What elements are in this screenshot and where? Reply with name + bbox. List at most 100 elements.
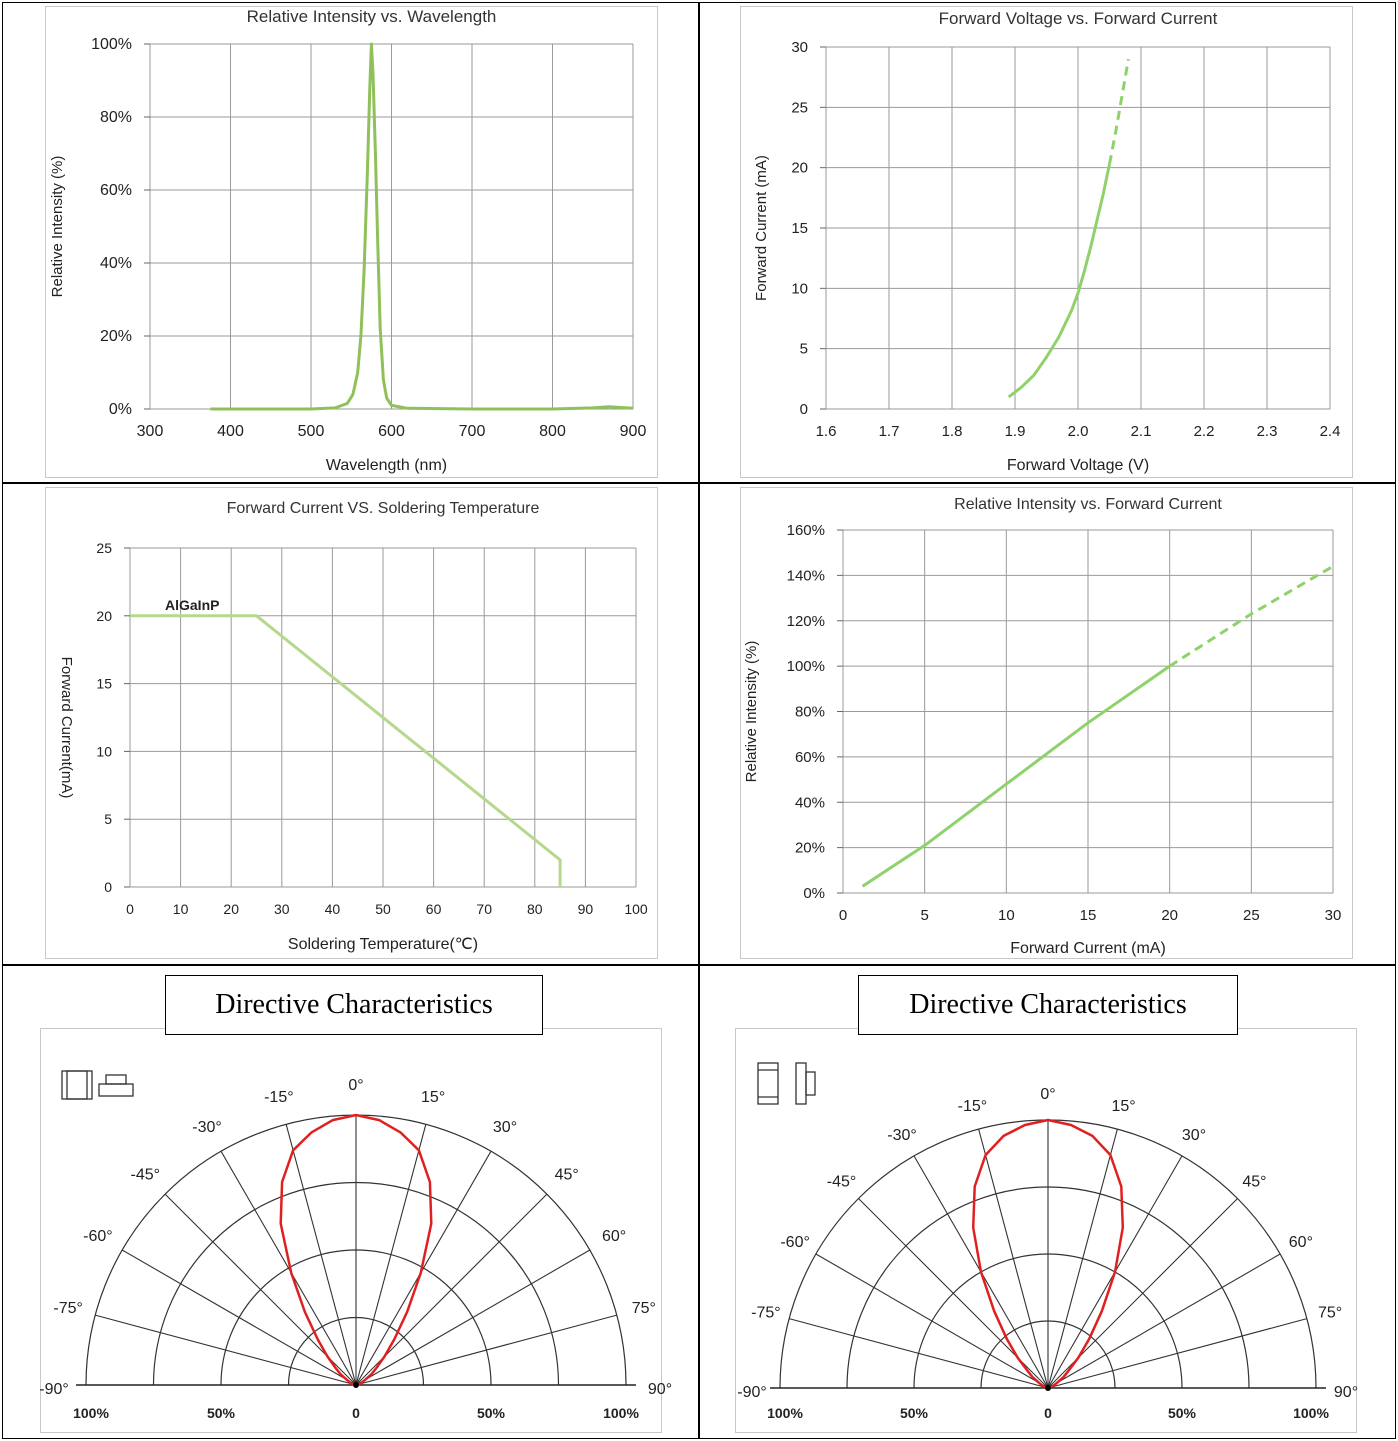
y-tick-label: 20% xyxy=(100,328,132,345)
polar-spoke xyxy=(788,1318,1049,1389)
package-outline xyxy=(795,1062,807,1105)
polar-angle-label: 15° xyxy=(1111,1098,1135,1115)
package-outline xyxy=(805,1071,816,1096)
y-tick-label: 100% xyxy=(787,658,825,675)
chart-title: Relative Intensity vs. Wavelength xyxy=(247,7,497,26)
y-tick-label: 5 xyxy=(104,811,112,827)
polar-spoke xyxy=(95,1314,357,1386)
polar-spoke xyxy=(1047,1128,1118,1389)
panel-forward-voltage-current xyxy=(740,6,1353,478)
polar-angle-label: 0° xyxy=(1040,1086,1055,1103)
polar-radial-label: 50% xyxy=(477,1405,506,1421)
y-tick-label: 15 xyxy=(96,676,112,692)
polar-radial-label: 100% xyxy=(73,1405,109,1421)
directive-title-right: Directive Characteristics xyxy=(858,975,1238,1035)
y-tick-label: 25 xyxy=(96,540,112,556)
polar-spoke xyxy=(815,1253,1049,1389)
x-tick-label: 2.1 xyxy=(1131,423,1152,440)
polar-angle-label: -15° xyxy=(958,1098,988,1115)
x-tick-label: 0 xyxy=(126,901,134,917)
series-line-dashed xyxy=(1168,565,1334,668)
x-tick-label: 600 xyxy=(378,423,405,440)
x-tick-label: 300 xyxy=(137,423,164,440)
polar-spoke xyxy=(355,1249,591,1386)
y-tick-label: 0 xyxy=(800,401,808,418)
polar-angle-label: -75° xyxy=(53,1300,83,1317)
panel-directive-right xyxy=(735,1028,1357,1433)
polar-angle-label: 60° xyxy=(1289,1234,1313,1251)
x-tick-label: 30 xyxy=(274,901,290,917)
polar-angle-label: 90° xyxy=(1334,1384,1358,1401)
series-line-dashed xyxy=(1108,58,1130,165)
polar-angle-label: -15° xyxy=(264,1089,294,1106)
y-tick-label: 0% xyxy=(109,401,132,418)
polar-angle-label: 30° xyxy=(1182,1127,1206,1144)
cell-intensity-current xyxy=(698,482,1396,966)
polar-radial-label: 100% xyxy=(1293,1405,1329,1421)
polar-angle-label: 45° xyxy=(555,1166,579,1183)
x-tick-label: 25 xyxy=(1243,907,1260,924)
x-tick-label: 60 xyxy=(426,901,442,917)
polar-spoke xyxy=(355,1150,492,1386)
y-tick-label: 60% xyxy=(100,182,132,199)
y-tick-label: 80% xyxy=(795,704,825,721)
package-outline xyxy=(757,1062,779,1105)
polar-radial-label: 50% xyxy=(900,1405,929,1421)
x-tick-label: 70 xyxy=(476,901,492,917)
y-axis-label: Relative Intensity (%) xyxy=(743,641,760,783)
polar-angle-label: -30° xyxy=(887,1127,917,1144)
x-tick-label: 100 xyxy=(624,901,648,917)
package-outline xyxy=(98,1083,134,1097)
y-axis-label: Relative Intensity (%) xyxy=(49,156,66,298)
x-tick-label: 5 xyxy=(920,907,928,924)
cell-current-temperature xyxy=(2,482,700,966)
x-axis-label: Forward Current (mA) xyxy=(1010,940,1166,957)
polar-angle-label: -45° xyxy=(131,1166,161,1183)
polar-radial-label: 50% xyxy=(207,1405,236,1421)
chart-title: Forward Current VS. Soldering Temperatur… xyxy=(227,500,540,517)
polar-radial-label: 0 xyxy=(1044,1405,1052,1421)
x-tick-label: 10 xyxy=(998,907,1015,924)
polar-angle-label: -90° xyxy=(737,1384,767,1401)
polar-spoke xyxy=(121,1249,357,1386)
polar-spoke xyxy=(355,1314,617,1386)
x-tick-label: 800 xyxy=(539,423,566,440)
polar-spoke xyxy=(1047,1253,1281,1389)
x-axis-label: Wavelength (nm) xyxy=(326,457,447,474)
panel-current-temperature xyxy=(45,487,658,959)
polar-origin-dot xyxy=(353,1382,359,1388)
chart-title: Relative Intensity vs. Forward Current xyxy=(954,496,1222,513)
y-tick-label: 160% xyxy=(787,522,825,539)
y-tick-label: 120% xyxy=(787,613,825,630)
cell-directive-left xyxy=(2,964,700,1439)
cell-directive-right xyxy=(698,964,1396,1439)
polar-spoke xyxy=(978,1128,1049,1389)
y-tick-label: 5 xyxy=(800,341,808,358)
polar-radial-label: 100% xyxy=(767,1405,803,1421)
polar-angle-label: 15° xyxy=(421,1089,445,1106)
x-tick-label: 1.9 xyxy=(1005,423,1026,440)
cell-intensity-wavelength xyxy=(2,2,700,484)
y-tick-label: 0% xyxy=(803,885,825,902)
radiation-pattern-line xyxy=(971,1118,1125,1390)
y-tick-label: 15 xyxy=(791,220,808,237)
series-line xyxy=(1007,163,1111,399)
polar-angle-label: -30° xyxy=(192,1119,222,1136)
polar-spoke xyxy=(285,1124,357,1386)
y-tick-label: 20 xyxy=(791,160,808,177)
polar-spoke xyxy=(1047,1318,1308,1389)
polar-angle-label: -90° xyxy=(39,1381,69,1398)
y-axis-label: Forward Current (mA) xyxy=(753,155,770,301)
radiation-pattern-line xyxy=(279,1113,433,1387)
polar-angle-label: 75° xyxy=(632,1300,656,1317)
x-tick-label: 400 xyxy=(217,423,244,440)
y-tick-label: 80% xyxy=(100,109,132,126)
polar-origin-dot xyxy=(1045,1385,1051,1391)
y-tick-label: 10 xyxy=(791,280,808,297)
polar-angle-label: -75° xyxy=(751,1304,781,1321)
polar-angle-label: 45° xyxy=(1242,1174,1266,1191)
x-tick-label: 20 xyxy=(1161,907,1178,924)
polar-angle-label: -60° xyxy=(83,1228,113,1245)
y-tick-label: 40% xyxy=(795,794,825,811)
x-tick-label: 50 xyxy=(375,901,391,917)
